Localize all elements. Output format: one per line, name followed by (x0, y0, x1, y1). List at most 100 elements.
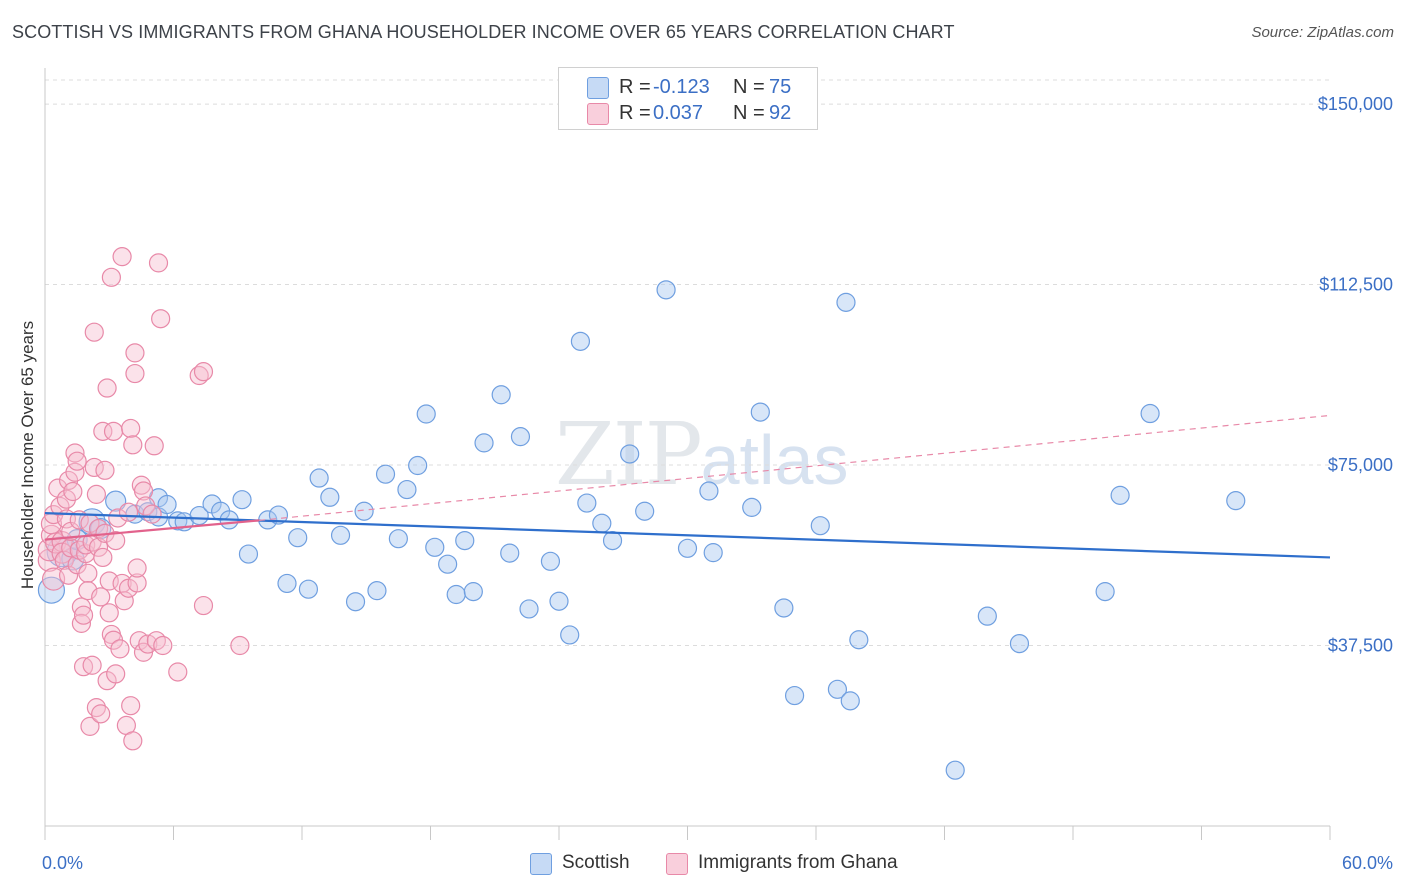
data-point-ghana (73, 605, 94, 625)
data-point-scottish (288, 528, 308, 548)
y-tick-label: $150,000 (1318, 94, 1393, 114)
bottom-swatch-ghana (666, 853, 688, 875)
data-point-ghana (88, 537, 109, 557)
data-point-ghana (153, 635, 173, 656)
data-point-ghana (99, 603, 119, 623)
legend-n-label: N = (733, 102, 765, 124)
data-point-scottish (438, 554, 458, 574)
data-point-scottish (268, 505, 289, 525)
data-point-ghana (41, 567, 66, 591)
data-point-scottish (408, 455, 428, 476)
data-point-scottish (703, 543, 723, 563)
data-point-ghana (133, 481, 154, 501)
data-point-ghana (93, 547, 113, 568)
bottom-legend-label-ghana: Immigrants from Ghana (698, 852, 898, 873)
data-point-ghana (112, 247, 132, 267)
y-axis-label: Householder Income Over 65 years (18, 320, 37, 590)
data-point-scottish (446, 584, 466, 605)
data-point-ghana (54, 550, 74, 570)
data-point-scottish (1110, 485, 1130, 505)
data-point-scottish (354, 501, 374, 521)
data-point-ghana (151, 309, 171, 329)
data-point-ghana (103, 421, 124, 441)
data-point-scottish (1140, 403, 1160, 424)
data-point-scottish (784, 685, 805, 706)
data-point-ghana (125, 343, 145, 363)
correlation-legend: R = -0.123 N = 75 R = 0.037 N = 92 (558, 67, 818, 130)
data-point-ghana (127, 558, 147, 578)
data-point-scottish (774, 598, 794, 618)
data-point-ghana (91, 704, 111, 724)
legend-n-value-scottish: 75 (769, 76, 792, 98)
data-point-scottish (474, 433, 494, 453)
data-point-scottish (750, 402, 770, 422)
data-point-scottish (836, 292, 856, 312)
data-point-scottish (620, 444, 640, 464)
data-point-ghana (142, 504, 162, 524)
data-point-ghana (148, 253, 169, 273)
data-point-ghana (82, 655, 102, 675)
data-point-scottish (560, 625, 580, 645)
data-point-ghana (51, 542, 73, 564)
data-point-ghana (95, 460, 115, 480)
data-point-scottish (105, 490, 127, 512)
watermark-zip: ZIP (555, 405, 703, 505)
source-label: Source: ZipAtlas.com (1251, 24, 1394, 41)
data-point-ghana (56, 489, 77, 509)
data-point-scottish (810, 516, 830, 536)
data-point-scottish (592, 513, 612, 533)
data-point-scottish (397, 479, 417, 500)
data-point-ghana (125, 363, 145, 384)
data-point-scottish (157, 494, 177, 515)
data-point-ghana (106, 530, 126, 551)
watermark-atlas: atlas (700, 421, 849, 499)
data-point-ghana (193, 362, 214, 382)
data-point-scottish (519, 599, 539, 619)
data-point-ghana (101, 267, 121, 287)
data-point-ghana (80, 716, 100, 736)
data-point-scottish (840, 691, 860, 711)
bottom-legend-label-scottish: Scottish (562, 852, 630, 873)
data-point-scottish (570, 331, 591, 351)
data-point-scottish (416, 404, 436, 424)
data-point-ghana (114, 591, 134, 611)
data-point-scottish (635, 501, 655, 521)
data-point-ghana (118, 502, 139, 522)
data-point-ghana (50, 496, 70, 517)
data-point-ghana (84, 322, 104, 342)
data-point-scottish (238, 544, 259, 564)
chart-title: SCOTTISH VS IMMIGRANTS FROM GHANA HOUSEH… (12, 22, 955, 42)
data-point-ghana (106, 664, 126, 684)
data-point-ghana (121, 418, 141, 439)
data-point-scottish (656, 280, 676, 300)
y-tick-label: $37,500 (1328, 636, 1393, 656)
data-point-scottish (388, 529, 408, 549)
data-point-scottish (277, 573, 297, 594)
data-point-scottish (330, 525, 351, 545)
legend-r-label: R = (619, 102, 651, 124)
data-point-scottish (699, 481, 719, 501)
data-point-ghana (127, 573, 147, 593)
data-point-ghana (123, 435, 143, 455)
data-point-scottish (849, 630, 869, 650)
trend-line-ghana (44, 519, 260, 541)
data-point-ghana (123, 731, 143, 751)
legend-n-label: N = (733, 76, 765, 98)
data-point-scottish (1009, 633, 1030, 654)
y-tick-label: $75,000 (1328, 455, 1393, 475)
data-point-scottish (168, 511, 188, 531)
data-point-scottish (977, 606, 997, 626)
legend-r-value-ghana: 0.037 (653, 102, 704, 124)
data-point-scottish (742, 497, 762, 517)
data-point-scottish (455, 530, 475, 551)
data-point-scottish (491, 385, 511, 405)
legend-n-value-ghana: 92 (769, 102, 792, 124)
data-point-ghana (93, 421, 113, 441)
data-point-scottish (375, 464, 396, 484)
data-point-ghana (97, 378, 117, 398)
legend-r-label: R = (619, 76, 651, 98)
data-point-ghana (63, 481, 83, 502)
y-tick-label: $112,500 (1319, 275, 1393, 295)
data-point-scottish (677, 538, 698, 558)
